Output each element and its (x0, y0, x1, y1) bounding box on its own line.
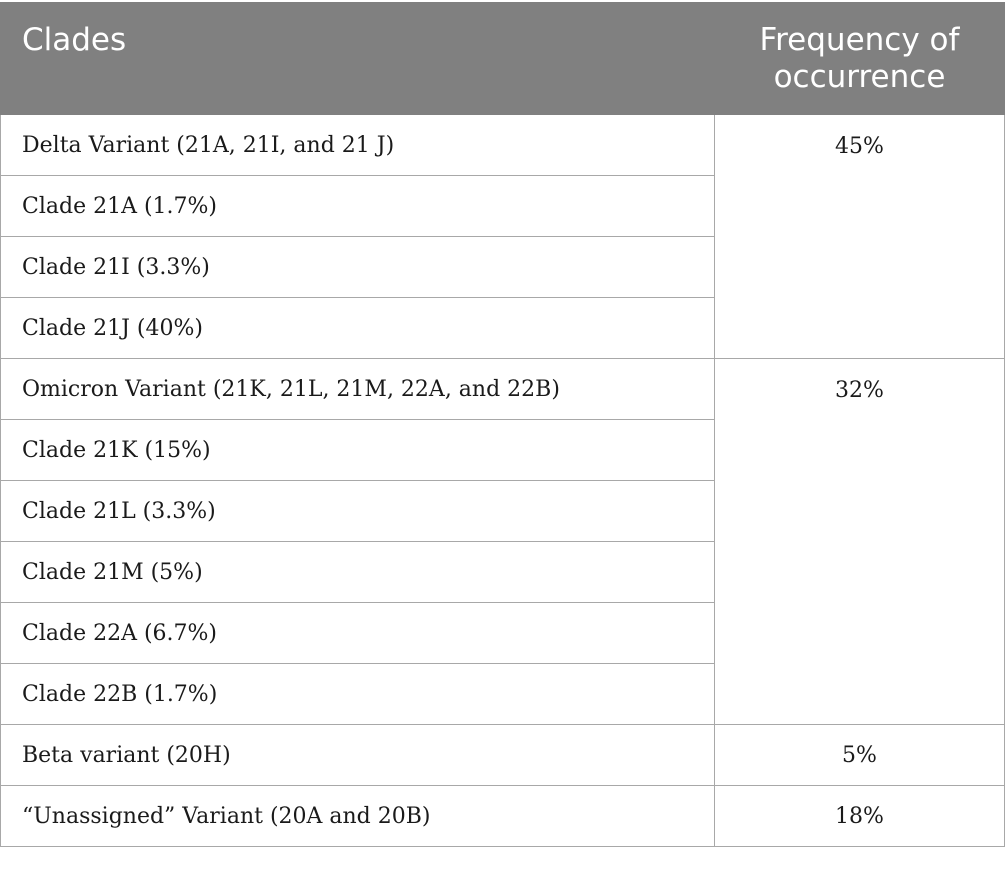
clade-name: “Unassigned” Variant (20A and 20B) (0, 785, 715, 847)
table-row: Omicron Variant (21K, 21L, 21M, 22A, and… (0, 358, 1005, 725)
table-row: Beta variant (20H) 5% (0, 724, 1005, 786)
table-row: Clade 21A (1.7%) (0, 175, 1005, 237)
clade-name: Omicron Variant (21K, 21L, 21M, 22A, and… (0, 358, 715, 420)
header-row: Clades Frequency of occurrence (0, 2, 1005, 115)
clade-name: Clade 21I (3.3%) (0, 236, 715, 298)
table-row: “Unassigned” Variant (20A and 20B) 18% (0, 785, 1005, 847)
frequency-value: 5% (714, 724, 1005, 786)
clade-name: Clade 21J (40%) (0, 297, 715, 359)
clade-name: Clade 21A (1.7%) (0, 175, 715, 237)
table-row: Clade 21J (40%) (0, 297, 1005, 359)
clade-name: Beta variant (20H) (0, 724, 715, 786)
table-row: Clade 21M (5%) (0, 541, 1005, 603)
table-row: Delta Variant (21A, 21I, and 21 J) 45% (0, 114, 1005, 359)
frequency-value: 45% (714, 114, 1005, 359)
header-frequency: Frequency of occurrence (714, 2, 1005, 115)
clade-name: Clade 21K (15%) (0, 419, 715, 481)
table-row: Clade 21I (3.3%) (0, 236, 1005, 298)
frequency-value: 18% (714, 785, 1005, 847)
clade-name: Clade 21M (5%) (0, 541, 715, 603)
clade-name: Clade 21L (3.3%) (0, 480, 715, 542)
frequency-value: 32% (714, 358, 1005, 725)
clade-name: Clade 22A (6.7%) (0, 602, 715, 664)
clade-name: Clade 22B (1.7%) (0, 663, 715, 725)
header-clades: Clades (0, 2, 715, 115)
clade-name: Delta Variant (21A, 21I, and 21 J) (0, 114, 715, 176)
clade-frequency-table: Clades Frequency of occurrence Delta Var… (0, 2, 1005, 847)
